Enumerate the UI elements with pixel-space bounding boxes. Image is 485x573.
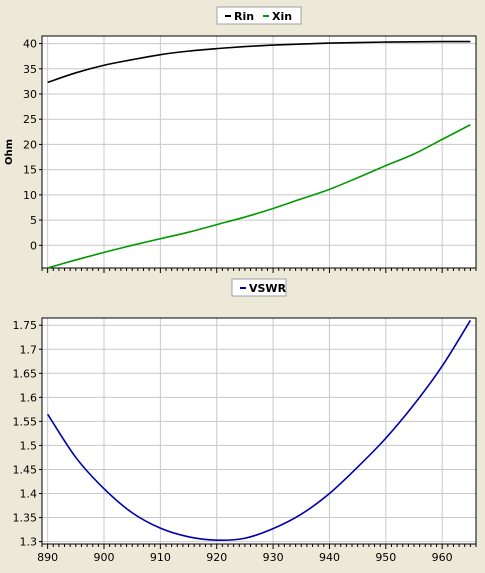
- y-tick-label: 0: [30, 239, 37, 252]
- plot-background: [42, 318, 476, 544]
- legend-label: Xin: [272, 10, 292, 23]
- y-tick-label: 1.75: [13, 319, 38, 332]
- x-tick-label: 890: [37, 551, 58, 564]
- grid: [42, 36, 476, 268]
- y-tick-label: 1.65: [13, 367, 38, 380]
- x-tick-label: 900: [94, 551, 115, 564]
- y-tick-label: 1.45: [13, 463, 38, 476]
- plot-background: [42, 36, 476, 268]
- x-tick-label: 930: [263, 551, 284, 564]
- y-tick-label: 20: [23, 138, 37, 151]
- legend-box: [216, 6, 302, 25]
- chart-panel-2: 1.3 1.35 1.4 1.45 1.5 1.55 1.6 1.65 1.7 1.75 890 90…: [13, 278, 477, 564]
- x-tick-label: 920: [206, 551, 227, 564]
- y-axis-label: Ohm: [4, 139, 15, 165]
- y-tick-label: 1.6: [20, 391, 38, 404]
- y-tick-label: 35: [23, 63, 37, 76]
- x-tick-label: 940: [319, 551, 340, 564]
- x-tick-label: 960: [432, 551, 453, 564]
- legend-label: VSWR: [249, 282, 287, 295]
- series-line-vswr: [46, 319, 472, 542]
- legend: Rin Xin: [216, 6, 302, 25]
- y-tick-label: 15: [23, 164, 37, 177]
- y-tick-label: 1.3: [20, 536, 38, 549]
- y-tick-label: 5: [30, 214, 37, 227]
- legend: VSWR: [231, 278, 287, 297]
- y-tick-label: 10: [23, 189, 37, 202]
- x-tick-label: 950: [375, 551, 396, 564]
- x-tick-label: 910: [150, 551, 171, 564]
- plot-frame: [41, 317, 477, 545]
- series-line-xin: [47, 124, 471, 269]
- y-tick-label: 1.7: [20, 343, 38, 356]
- y-tick-label: 40: [23, 38, 37, 51]
- y-tick-label: 1.35: [13, 512, 38, 525]
- series-line-rin: [47, 40, 471, 84]
- legend-label: Rin: [234, 10, 254, 23]
- legend-box: [231, 278, 287, 297]
- y-tick-label: 1.55: [13, 415, 38, 428]
- y-tick-label: 1.5: [20, 439, 38, 452]
- y-tick-label: 30: [23, 88, 37, 101]
- plot-frame: [41, 35, 477, 269]
- chart-panel-1: 0 5 10 15 20 25 30 35 40 Ohm Rin Xin: [4, 6, 477, 273]
- y-tick-label: 25: [23, 113, 37, 126]
- y-tick-label: 1.4: [20, 488, 38, 501]
- grid: [42, 318, 476, 544]
